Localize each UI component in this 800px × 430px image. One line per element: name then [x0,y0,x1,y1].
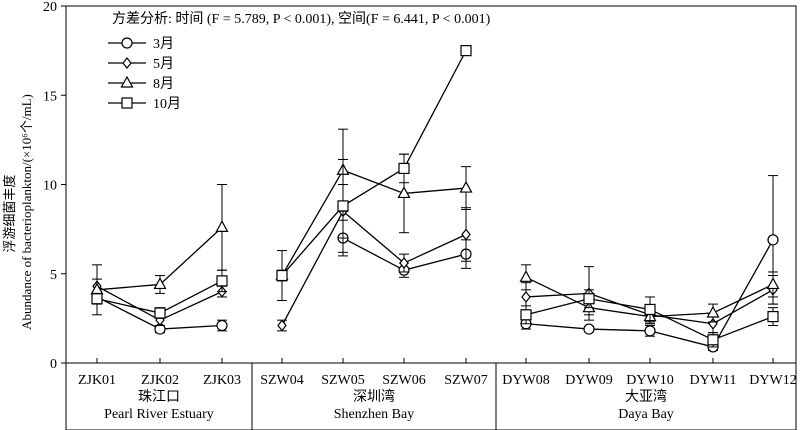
y-axis-label-en: Abundance of bacterioplankton/(×10⁶个/mL) [19,94,34,330]
group-label-cn: 深圳湾 [353,388,395,405]
plot-area: 0 5 10 15 20 ZJK01 ZJK02 ZJK03 SZW04 SZW05 SZW06 SZ… [43,0,797,430]
data-point-circle [583,323,595,335]
y-tick-label: 0 [50,357,57,372]
group-label-cn: 珠江口 [138,389,180,405]
data-point-square [91,293,103,305]
data-point-square [767,310,779,323]
data-point-triangle [766,277,780,290]
y-axis-label: 浮游细菌丰度 Abundance of bacterioplankton/(×1… [2,94,34,330]
series-diamond [92,184,778,334]
group-label-cn: 大亚湾 [625,388,667,405]
x-tick-label: ZJK03 [203,373,241,388]
data-point-square [644,303,656,316]
data-point-square [276,269,288,282]
y-tick-label: 15 [43,89,57,104]
data-point-circle [644,325,656,337]
series-circle [91,175,779,353]
group-label-en: Shenzhen Bay [334,407,414,422]
x-tick-label: SZW05 [321,373,365,388]
y-tick-label: 10 [43,179,57,194]
data-point-circle [121,37,133,49]
legend-label: 5月 [153,56,174,72]
x-tick-label: ZJK02 [141,373,179,388]
data-point-square [583,293,595,305]
group-label-en: Daya Bay [618,407,674,422]
x-tick-label: DYW12 [749,373,796,388]
data-point-triangle [215,220,229,232]
data-point-square [216,275,228,287]
series-line [281,210,467,326]
x-tick-label: SZW06 [382,373,426,388]
data-point-diamond [122,57,132,69]
x-tick-label: DYW10 [626,373,673,388]
data-point-circle [216,319,228,332]
x-tick-label: ZJK01 [78,373,116,388]
data-point-square [520,309,532,321]
data-point-square [337,200,349,212]
data-point-triangle [519,270,533,282]
legend-label: 3月 [153,36,174,52]
group-label-en: Pearl River Estuary [104,407,214,422]
series-line [281,50,467,276]
data-point-triangle [706,305,720,318]
data-point-triangle [153,277,167,290]
x-tick-label: DYW09 [565,373,612,388]
data-point-diamond [277,319,287,332]
data-point-diamond [399,257,409,270]
legend-label: 10月 [153,96,181,112]
y-tick-label: 5 [50,268,57,283]
data-point-square [707,334,719,346]
data-point-triangle [120,75,134,88]
x-tick-label: SZW07 [444,373,488,388]
data-point-square [460,45,472,57]
data-point-circle [767,234,779,246]
data-point-square [154,307,166,319]
data-point-triangle [397,186,411,199]
x-tick-label: SZW04 [260,373,304,388]
legend: 3月 5月 8月 10月 [108,36,181,112]
series-square [91,45,779,348]
data-point-square [398,162,410,175]
plot-frame [65,5,797,364]
x-tick-label: DYW08 [502,373,549,388]
data-point-square [121,97,133,109]
data-point-triangle [459,180,473,193]
x-tick-label: DYW11 [690,373,737,388]
data-point-diamond [521,290,531,303]
series-line [281,169,467,276]
data-point-diamond [461,228,471,241]
anova-annotation: 方差分析: 时间 (F = 5.789, P < 0.001), 空间(F = … [112,11,491,27]
y-tick-label: 20 [43,0,57,15]
legend-label: 8月 [153,76,174,92]
y-axis-label-cn: 浮游细菌丰度 [2,175,17,253]
